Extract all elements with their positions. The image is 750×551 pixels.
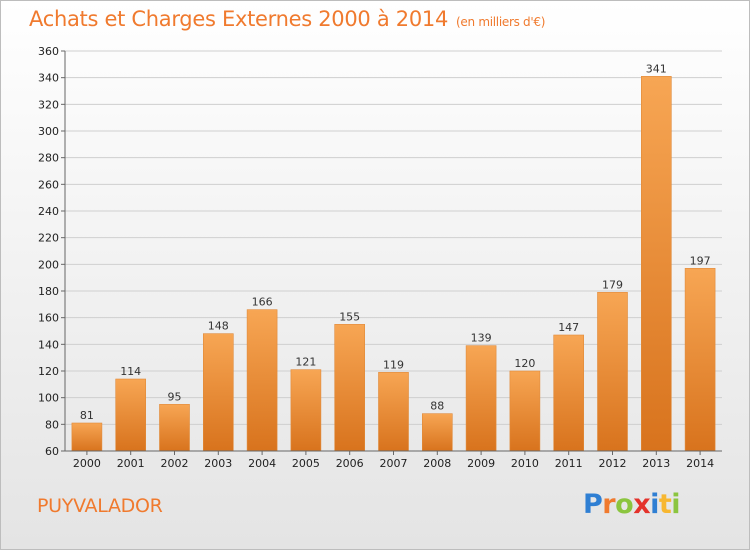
bar-2005	[290, 369, 322, 452]
bar-2014	[684, 268, 716, 452]
y-tick-label: 320	[38, 98, 59, 111]
value-label-2011: 147	[558, 321, 579, 334]
y-tick-label: 180	[38, 285, 59, 298]
x-tick-label-2010: 2010	[511, 457, 539, 470]
y-tick-label: 340	[38, 72, 59, 85]
bar-2004	[246, 309, 278, 452]
commune-name: PUYVALADOR	[37, 495, 163, 517]
bar-2000	[71, 422, 103, 452]
bars: 81 114 95 148 166 121 155 119 88 139 120 147 179 341 1…	[71, 62, 716, 452]
x-tick-label-2001: 2001	[117, 457, 145, 470]
bar-2012	[597, 292, 628, 452]
x-tick-label-2013: 2013	[642, 457, 670, 470]
value-label-2006: 155	[339, 310, 360, 323]
y-tick-label: 100	[38, 392, 59, 405]
x-tick-label-2011: 2011	[555, 457, 583, 470]
value-label-2009: 139	[471, 332, 492, 345]
x-tick-label-2008: 2008	[423, 457, 451, 470]
logo-letter: r	[602, 489, 616, 520]
x-tick-label-2003: 2003	[204, 457, 232, 470]
x-tick-label-2009: 2009	[467, 457, 495, 470]
y-axis: 60 80 100 120 140 160 180 200 220 240 260 280 300 320…	[38, 45, 66, 458]
bar-2013	[640, 76, 672, 452]
value-label-2014: 197	[690, 254, 711, 267]
x-tick-label-2012: 2012	[599, 457, 627, 470]
x-axis: 2000 2001 2002 2003 2004 2005 2006 2007 2008 2009…	[65, 450, 722, 470]
bar-2006	[334, 324, 366, 452]
value-label-2002: 95	[168, 390, 182, 403]
value-label-2013: 341	[646, 62, 667, 75]
y-tick-label: 360	[38, 45, 59, 58]
y-tick-label: 140	[38, 338, 59, 351]
y-tick-label: 80	[45, 418, 59, 431]
bar-2007	[378, 372, 409, 452]
x-tick-label-2014: 2014	[686, 457, 714, 470]
logo-letter: t	[658, 489, 672, 520]
logo-letter: x	[633, 489, 651, 520]
x-tick-label-2000: 2000	[73, 457, 101, 470]
chart-title: Achats et Charges Externes 2000 à 2014 (e…	[29, 7, 545, 31]
y-tick-label: 220	[38, 232, 59, 245]
bar-2011	[553, 334, 585, 452]
value-label-2000: 81	[80, 409, 94, 422]
y-tick-label: 260	[38, 178, 59, 191]
bar-2010	[509, 370, 541, 452]
proxiti-logo: Proxiti	[583, 489, 681, 520]
y-tick-label: 300	[38, 125, 59, 138]
value-label-2001: 114	[120, 365, 141, 378]
logo-letter: o	[615, 489, 634, 520]
logo-letter: i	[671, 489, 681, 520]
bar-2001	[115, 378, 146, 452]
y-tick-label: 60	[45, 445, 59, 458]
chart-title-text: Achats et Charges Externes 2000 à 2014	[29, 7, 449, 31]
value-label-2008: 88	[430, 400, 444, 413]
logo-letter: P	[583, 489, 603, 520]
bar-2009	[465, 345, 497, 452]
chart-unit-label: (en milliers d'€)	[456, 15, 546, 29]
bar-2008	[421, 413, 453, 452]
y-tick-label: 240	[38, 205, 59, 218]
x-tick-label-2006: 2006	[336, 457, 364, 470]
value-label-2003: 148	[208, 320, 229, 333]
bar-2003	[203, 333, 234, 452]
y-tick-label: 200	[38, 258, 59, 271]
x-tick-label-2004: 2004	[248, 457, 276, 470]
x-tick-label-2002: 2002	[161, 457, 189, 470]
value-label-2004: 166	[252, 296, 273, 309]
x-tick-label-2007: 2007	[380, 457, 408, 470]
value-label-2007: 119	[383, 358, 404, 371]
value-label-2012: 179	[602, 278, 623, 291]
bar-2002	[159, 404, 190, 452]
y-tick-label: 280	[38, 152, 59, 165]
x-tick-label-2005: 2005	[292, 457, 320, 470]
y-tick-label: 160	[38, 312, 59, 325]
value-label-2010: 120	[514, 357, 535, 370]
logo-letter: i	[650, 489, 659, 520]
y-tick-label: 120	[38, 365, 59, 378]
value-label-2005: 121	[295, 356, 316, 369]
